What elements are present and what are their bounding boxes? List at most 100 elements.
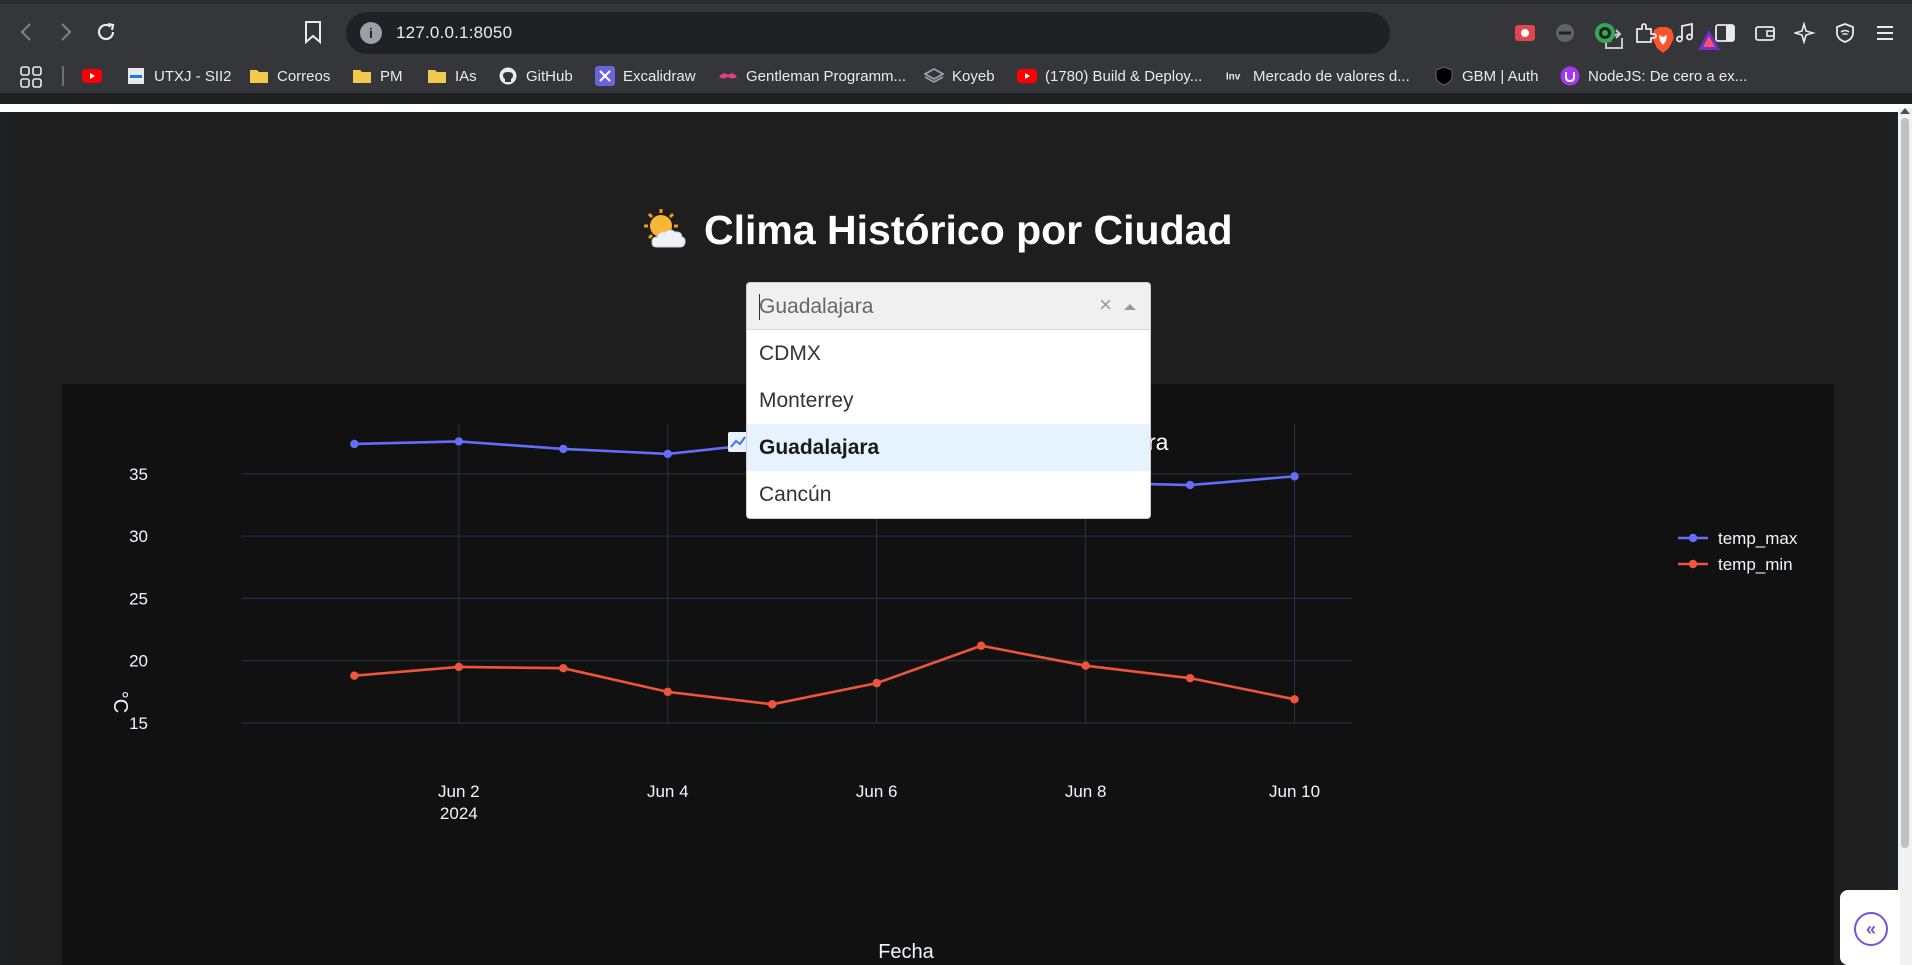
scrollbar-thumb[interactable] — [1901, 118, 1909, 848]
legend-label-temp_min: temp_min — [1718, 555, 1793, 574]
extension-disabled-icon[interactable] — [1552, 20, 1578, 46]
x-tick-label: Jun 10 — [1269, 782, 1320, 801]
bookmarks-separator — [62, 66, 64, 86]
bookmark-koyeb[interactable]: Koyeb — [924, 65, 995, 87]
apps-grid-icon[interactable] — [20, 66, 42, 88]
city-dropdown[interactable]: Guadalajara × CDMX Monterrey Guadalajara… — [746, 282, 1151, 519]
bookmark-mercado[interactable]: Inv Mercado de valores d... — [1225, 65, 1410, 87]
folder-icon — [427, 67, 447, 85]
series-line-temp_min — [354, 644, 1295, 706]
site-info-icon[interactable]: i — [360, 22, 382, 44]
data-point-temp_max — [454, 437, 464, 446]
menu-icon[interactable] — [1872, 20, 1898, 46]
folder-icon — [249, 67, 269, 85]
bookmark-gentleman[interactable]: Gentleman Programm... — [718, 65, 906, 87]
chart-title-suffix: ra — [1148, 429, 1169, 455]
page-title: Clima Histórico por Ciudad — [640, 205, 1233, 255]
scroll-up-arrow-icon[interactable] — [1900, 108, 1910, 114]
extension-target-icon[interactable] — [1592, 20, 1618, 46]
brave-rewards-icon[interactable] — [1696, 28, 1722, 52]
x-axis-title: Fecha — [878, 941, 934, 963]
dropdown-value[interactable]: Guadalajara — [759, 295, 874, 318]
bookmark-excalidraw[interactable]: Excalidraw — [595, 65, 696, 87]
shield-icon — [1434, 66, 1454, 86]
data-point-temp_min — [872, 678, 881, 688]
x-tick-label: Jun 8 — [1065, 782, 1107, 801]
bookmark-github[interactable]: GitHub — [498, 65, 573, 87]
investing-icon: Inv — [1225, 67, 1245, 85]
media-music-icon[interactable] — [1672, 20, 1698, 46]
data-point-temp_min — [976, 641, 986, 650]
extensions-puzzle-icon[interactable] — [1632, 20, 1658, 46]
forward-arrow-icon — [61, 23, 72, 41]
bookmark-nodejs[interactable]: NodeJS: De cero a ex... — [1560, 65, 1747, 87]
url-text: 127.0.0.1:8050 — [396, 23, 513, 42]
data-point-temp_min — [1185, 673, 1195, 683]
data-point-temp_min — [1081, 661, 1090, 670]
dropdown-option-cdmx[interactable]: CDMX — [759, 342, 821, 365]
extension-screenshot-icon[interactable] — [1512, 20, 1538, 46]
address-bar[interactable]: i 127.0.0.1:8050 — [346, 12, 1720, 54]
data-point-temp_min — [663, 687, 672, 697]
y-tick-label: 35 — [129, 465, 148, 484]
bookmark-label: Koyeb — [952, 67, 995, 85]
bookmark-pm[interactable]: PM — [352, 65, 403, 87]
bookmark-ias[interactable]: IAs — [427, 65, 477, 87]
brave-shields-icon[interactable] — [1650, 26, 1676, 54]
reload-button[interactable] — [92, 18, 120, 46]
bookmark-correos[interactable]: Correos — [249, 65, 330, 87]
legend-marker-temp_min — [1688, 559, 1698, 569]
clear-icon[interactable]: × — [1099, 292, 1112, 317]
koyeb-icon — [924, 67, 944, 85]
bookmark-label: GBM | Auth — [1462, 67, 1539, 85]
bookmark-page-icon[interactable] — [304, 20, 322, 44]
excalidraw-icon — [595, 66, 615, 86]
svg-text:Inv: Inv — [1226, 72, 1241, 83]
ai-sparkle-icon[interactable] — [1792, 20, 1818, 46]
bookmark-label: Excalidraw — [623, 67, 696, 85]
browser-toolbar: i 127.0.0.1:8050 — [0, 0, 1912, 58]
dropdown-control[interactable]: Guadalajara × — [746, 282, 1151, 330]
bookmark-youtube[interactable] — [82, 65, 102, 87]
page-top-edge — [0, 104, 1912, 112]
dropdown-option-guadalajara[interactable]: Guadalajara — [747, 424, 1150, 471]
data-point-temp_min — [350, 671, 359, 680]
bookmarks-bar: UTXJ - SII2 Correos PM IAs GitHub Excali… — [0, 58, 1912, 94]
data-point-temp_max — [663, 449, 672, 459]
bookmark-build-deploy[interactable]: (1780) Build & Deploy... — [1017, 65, 1202, 87]
folder-icon — [352, 67, 372, 85]
back-arrow-icon — [20, 23, 31, 41]
bookmark-utxj[interactable]: UTXJ - SII2 — [126, 65, 232, 87]
bookmark-label: IAs — [455, 67, 477, 85]
line-chart[interactable]: 15 20 25 30 35 Jun 2 2024 Jun 4 Jun 6 Jun 8 Jun 10… — [62, 384, 1834, 965]
page-scrollbar[interactable] — [1898, 108, 1912, 965]
back-button[interactable] — [12, 18, 40, 46]
x-tick-label: Jun 2 — [438, 782, 480, 801]
chevron-up-icon[interactable] — [1124, 304, 1136, 310]
bookmark-gbm[interactable]: GBM | Auth — [1434, 65, 1538, 87]
bookmark-label: GitHub — [526, 67, 573, 85]
bookmark-label: PM — [380, 67, 403, 85]
y-tick-label: 15 — [129, 714, 148, 733]
vpn-shield-icon[interactable] — [1832, 20, 1858, 46]
data-point-temp_min — [454, 662, 464, 672]
dash-debug-menu-button[interactable]: « — [1840, 890, 1900, 965]
dropdown-option-cancun[interactable]: Cancún — [759, 483, 832, 506]
legend-marker-temp_max — [1688, 533, 1698, 543]
y-tick-label: 30 — [129, 527, 148, 546]
mustache-icon — [718, 67, 738, 85]
text-cursor — [759, 294, 760, 320]
wallet-icon[interactable] — [1752, 20, 1778, 46]
bookmark-label: Mercado de valores d... — [1253, 67, 1410, 85]
chart-icon — [727, 429, 749, 455]
sidebar-panel-icon[interactable] — [1712, 20, 1738, 46]
page-icon — [126, 67, 146, 85]
x-tick-label: Jun 6 — [856, 782, 898, 801]
dropdown-option-monterrey[interactable]: Monterrey — [759, 389, 854, 412]
youtube-icon — [82, 67, 102, 85]
bookmark-label: UTXJ - SII2 — [154, 67, 232, 85]
data-point-temp_max — [1290, 472, 1299, 481]
chart-title — [727, 429, 749, 456]
forward-button[interactable] — [52, 18, 80, 46]
y-axis-title: °C — [109, 691, 131, 713]
